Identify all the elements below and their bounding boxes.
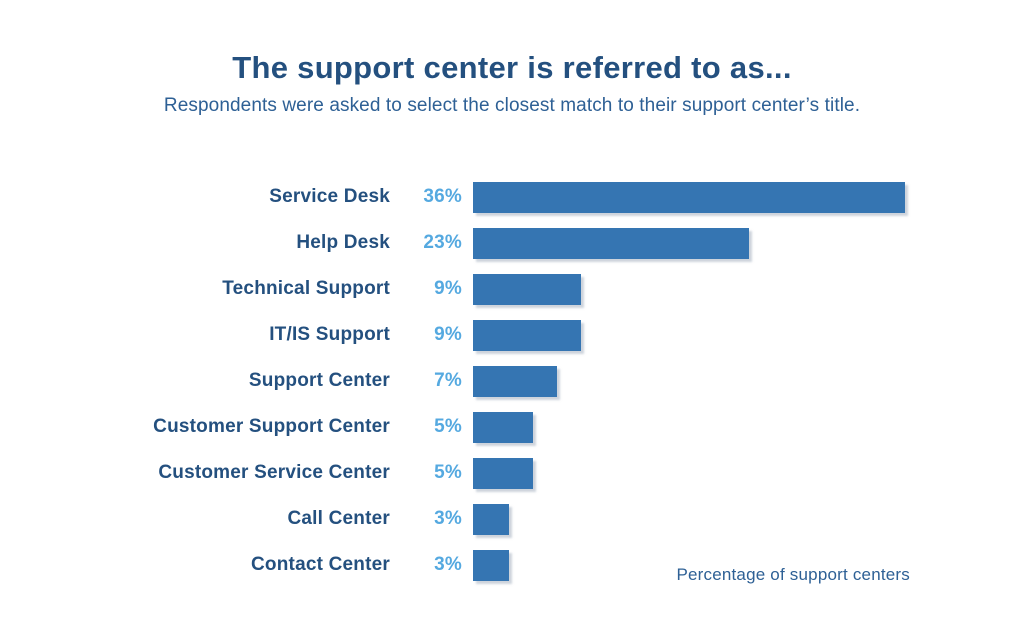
value-label: 9% xyxy=(434,278,462,299)
bar-track xyxy=(462,319,1024,351)
bar-track xyxy=(462,549,1024,581)
value-label: 5% xyxy=(434,416,462,437)
category-label: Call Center xyxy=(287,508,390,529)
bar-row: Call Center 3% xyxy=(0,496,1024,542)
value-label: 9% xyxy=(434,324,462,345)
bar-row: Customer Support Center 5% xyxy=(0,404,1024,450)
category-label: Customer Support Center xyxy=(153,416,390,437)
bar-row: Technical Support 9% xyxy=(0,266,1024,312)
bar-track xyxy=(462,365,1024,397)
bar xyxy=(473,457,533,489)
bar xyxy=(473,549,509,581)
category-label: IT/IS Support xyxy=(269,324,390,345)
bar-track xyxy=(462,227,1024,259)
value-label: 23% xyxy=(423,232,462,253)
category-label: Technical Support xyxy=(222,278,390,299)
bar xyxy=(473,411,533,443)
value-label: 5% xyxy=(434,462,462,483)
chart-title: The support center is referred to as... xyxy=(232,50,792,85)
bar xyxy=(473,365,557,397)
bar-row: IT/IS Support 9% xyxy=(0,312,1024,358)
bar xyxy=(473,227,749,259)
value-label: 3% xyxy=(434,554,462,575)
bar-track xyxy=(462,273,1024,305)
category-label: Service Desk xyxy=(269,186,390,207)
bar xyxy=(473,181,905,213)
bar-row: Service Desk 36% xyxy=(0,174,1024,220)
category-label: Customer Service Center xyxy=(158,462,390,483)
bar-track xyxy=(462,457,1024,489)
bar xyxy=(473,503,509,535)
bar-row: Support Center 7% xyxy=(0,358,1024,404)
chart-subtitle: Respondents were asked to select the clo… xyxy=(163,95,861,116)
bar-track xyxy=(462,181,1024,213)
bar xyxy=(473,319,581,351)
category-label: Contact Center xyxy=(251,554,390,575)
value-label: 3% xyxy=(434,508,462,529)
axis-note: Percentage of support centers xyxy=(676,565,910,584)
category-label: Support Center xyxy=(248,370,390,391)
bar-track xyxy=(462,503,1024,535)
bar-track xyxy=(462,411,1024,443)
bar-row: Customer Service Center 5% xyxy=(0,450,1024,496)
bar-chart: Service Desk 36% Help Desk 23% Technical Sup… xyxy=(0,174,1024,588)
value-label: 36% xyxy=(423,186,462,207)
value-label: 7% xyxy=(434,370,462,391)
bar-row: Contact Center 3% xyxy=(0,542,1024,588)
bar xyxy=(473,273,581,305)
category-label: Help Desk xyxy=(296,232,390,253)
bar-row: Help Desk 23% xyxy=(0,220,1024,266)
